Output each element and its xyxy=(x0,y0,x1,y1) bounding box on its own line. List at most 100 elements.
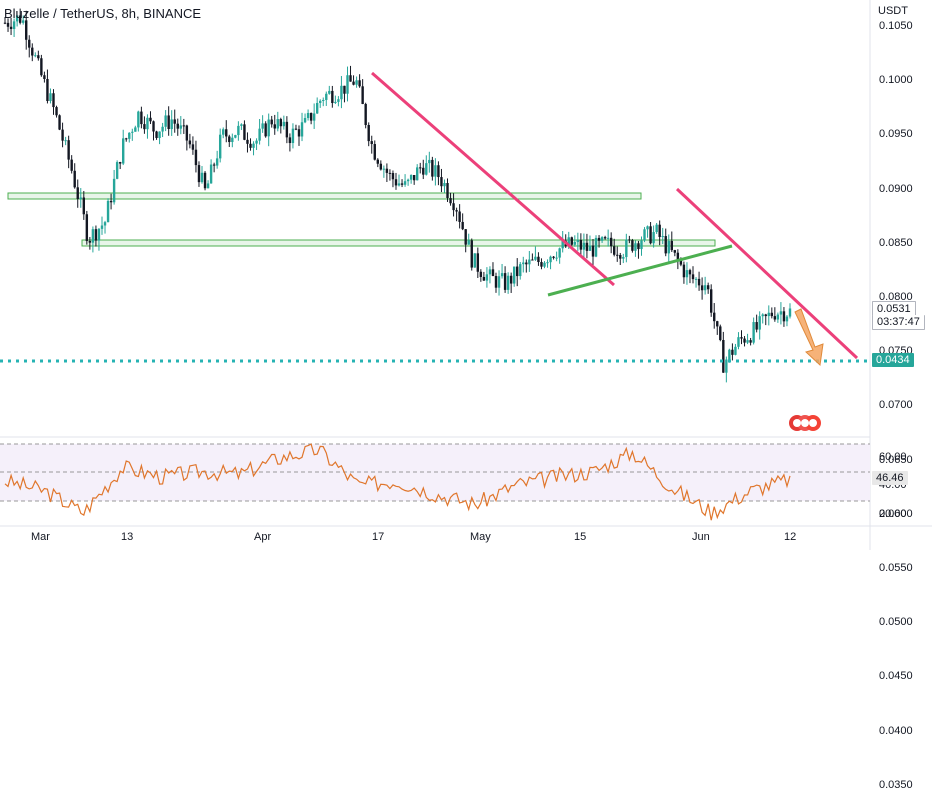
candle-body xyxy=(685,270,689,278)
projection-arrow[interactable] xyxy=(794,308,824,367)
candle-body xyxy=(767,312,770,317)
candle-body xyxy=(616,254,619,256)
candle-body xyxy=(173,119,176,124)
trendline-ascending[interactable] xyxy=(547,244,733,297)
candle-body xyxy=(61,129,64,141)
candle-body xyxy=(679,260,683,265)
candle-body xyxy=(388,172,392,174)
candle-body xyxy=(534,256,537,260)
candle-body xyxy=(255,140,258,144)
candle-body xyxy=(73,170,76,188)
candle-body xyxy=(761,314,764,317)
rsi-tick: 60.00 xyxy=(879,451,907,463)
candle-body xyxy=(440,177,443,187)
candle-body xyxy=(570,237,573,245)
candle-body xyxy=(158,131,161,138)
candle-body xyxy=(788,308,792,317)
candles-layer xyxy=(3,8,792,383)
candle-body xyxy=(337,99,340,102)
candle-body xyxy=(364,103,367,126)
candle-body xyxy=(6,22,10,27)
candle-body xyxy=(49,93,52,101)
candle-body xyxy=(370,141,373,145)
candle-body xyxy=(397,183,401,186)
candle-body xyxy=(619,255,622,259)
candle-body xyxy=(631,240,634,251)
candle-body xyxy=(716,321,719,327)
candle-body xyxy=(291,128,295,144)
candle-body xyxy=(676,252,680,261)
candle-body xyxy=(525,262,528,265)
candle-body xyxy=(373,144,376,160)
price-tick: 0.0650 xyxy=(879,453,913,466)
support-zone-lower[interactable] xyxy=(81,239,716,247)
candle-body xyxy=(319,100,322,103)
candle-body xyxy=(288,137,292,144)
candle-body xyxy=(776,314,780,320)
trendline-descending-1[interactable] xyxy=(371,71,615,287)
candle-body xyxy=(346,75,349,94)
price-tick: 0.0700 xyxy=(879,399,913,412)
candle-body xyxy=(500,273,504,277)
candle-body xyxy=(694,278,698,280)
candle-body xyxy=(494,276,498,288)
time-tick: 17 xyxy=(372,531,385,543)
candle-body xyxy=(437,165,440,178)
candle-body xyxy=(609,237,613,247)
candle-body xyxy=(82,197,86,215)
candle-body xyxy=(234,135,237,138)
candle-body xyxy=(770,312,774,317)
candle-body xyxy=(267,119,270,137)
candle-body xyxy=(640,240,643,250)
time-tick: 12 xyxy=(784,531,797,543)
candle-body xyxy=(300,122,304,137)
candle-body xyxy=(249,143,252,148)
candle-body xyxy=(125,138,128,140)
candle-body xyxy=(264,123,267,137)
candle-body xyxy=(546,262,549,264)
candle-body xyxy=(661,236,664,238)
time-tick: Mar xyxy=(31,531,50,543)
candle-body xyxy=(176,123,179,129)
candle-body xyxy=(443,183,446,187)
candle-body xyxy=(773,316,777,320)
candle-body xyxy=(243,124,246,140)
time-tick: May xyxy=(470,531,491,543)
candle-body xyxy=(137,111,140,128)
candle-body xyxy=(182,125,186,127)
candle-body xyxy=(412,174,416,181)
candle-body xyxy=(522,262,525,265)
candle-body xyxy=(467,240,470,245)
candle-body xyxy=(709,289,713,313)
price-tick: 0.1050 xyxy=(879,20,913,32)
candle-body xyxy=(43,75,46,79)
candle-body xyxy=(416,167,419,181)
support-zone-upper[interactable] xyxy=(7,192,642,200)
event-badges[interactable] xyxy=(789,415,821,431)
price-tick: 0.0900 xyxy=(879,182,913,195)
candle-body xyxy=(473,253,476,268)
candle-body xyxy=(588,245,592,251)
candle-body xyxy=(203,172,207,189)
candle-body xyxy=(167,115,170,130)
candle-body xyxy=(228,136,231,143)
candle-body xyxy=(358,80,361,87)
candle-body xyxy=(315,102,319,114)
candle-body xyxy=(670,240,673,251)
time-tick: Apr xyxy=(254,531,272,543)
countdown-tag: 03:37:47 xyxy=(872,315,925,330)
candle-body xyxy=(222,129,225,135)
candle-body xyxy=(200,172,204,183)
candle-body xyxy=(528,259,531,265)
candle-body xyxy=(79,197,82,200)
trendline-descending-2[interactable] xyxy=(675,187,859,360)
candle-body xyxy=(376,159,379,164)
candle-body xyxy=(506,275,510,290)
candle-body xyxy=(628,239,631,241)
candle-body xyxy=(703,285,707,291)
candle-body xyxy=(106,200,110,223)
candle-body xyxy=(297,129,301,137)
candle-body xyxy=(740,337,743,339)
candle-body xyxy=(737,337,740,347)
candle-body xyxy=(758,316,761,330)
